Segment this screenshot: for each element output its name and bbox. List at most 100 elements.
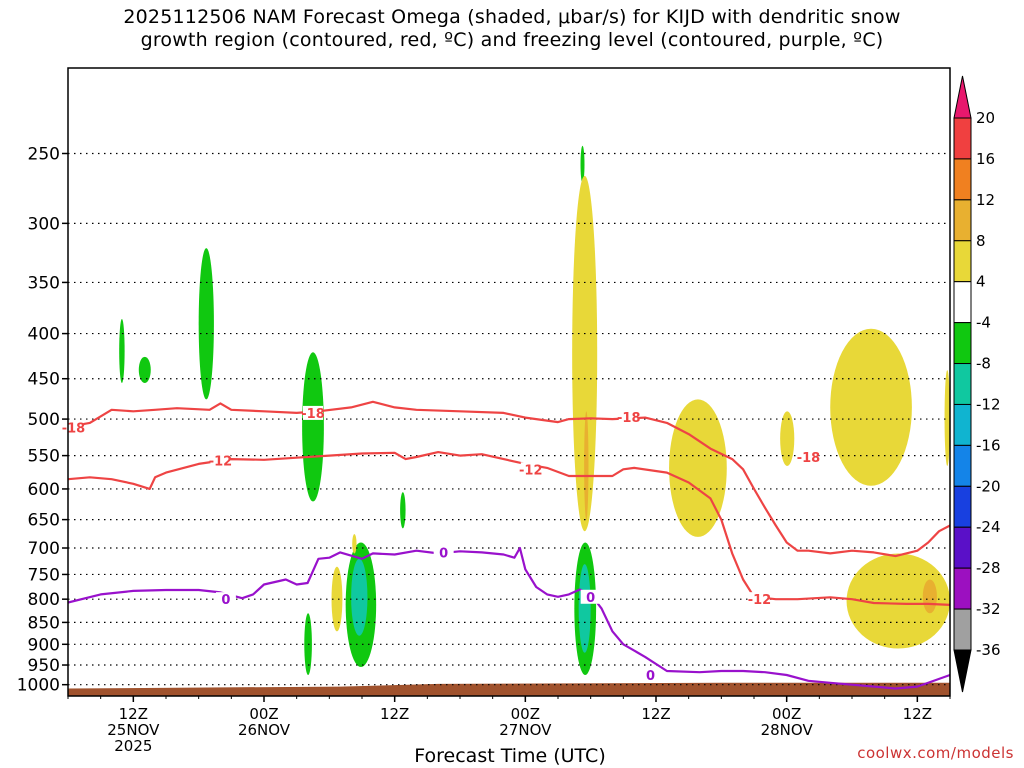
y-tick-label: 400 bbox=[28, 325, 60, 345]
colorbar-label: -28 bbox=[976, 559, 1001, 577]
colorbar-label: -32 bbox=[976, 600, 1001, 618]
y-tick-label: 450 bbox=[28, 370, 60, 390]
contour-label-bg bbox=[210, 453, 231, 468]
colorbar-box bbox=[953, 240, 972, 283]
omega-region bbox=[400, 492, 406, 529]
omega-region bbox=[331, 566, 343, 632]
contour-label: -18 bbox=[797, 451, 821, 466]
contour-label: -12 bbox=[209, 454, 233, 469]
colorbar-top-arrow bbox=[953, 75, 972, 119]
contour-label: 0 bbox=[646, 669, 655, 684]
colorbar-label: -20 bbox=[976, 477, 1001, 495]
x-tick-label: 12Z bbox=[380, 705, 409, 723]
x-tick-label: 2025 bbox=[114, 737, 152, 755]
site-credit: coolwx.com/models bbox=[857, 744, 1014, 762]
colorbar-label: -36 bbox=[976, 641, 1001, 659]
x-tick-label: 00Z bbox=[772, 705, 801, 723]
colorbar-box bbox=[953, 526, 972, 569]
colorbar-box bbox=[953, 281, 972, 324]
chart-title-line1: 2025112506 NAM Forecast Omega (shaded, μ… bbox=[123, 6, 901, 28]
omega-region bbox=[351, 558, 368, 636]
contour-label-bg bbox=[580, 589, 601, 604]
x-tick-label: 12Z bbox=[903, 705, 932, 723]
x-tick-label: 25NOV bbox=[107, 721, 160, 739]
y-tick-label: 700 bbox=[28, 539, 60, 559]
contour-label: -12 bbox=[748, 593, 772, 608]
colorbar-label: 20 bbox=[976, 109, 995, 127]
colorbar-box bbox=[953, 158, 972, 201]
omega-region bbox=[830, 328, 912, 486]
x-axis-label: Forecast Time (UTC) bbox=[414, 745, 606, 767]
omega-region bbox=[846, 553, 950, 649]
omega-region bbox=[580, 145, 585, 183]
x-tick-label: 00Z bbox=[249, 705, 278, 723]
y-tick-label: 800 bbox=[28, 590, 60, 610]
omega-region bbox=[198, 248, 214, 400]
contour-label-bg bbox=[303, 405, 323, 420]
colorbar-box bbox=[953, 567, 972, 610]
contour-label-bg bbox=[618, 409, 639, 424]
colorbar-label: 4 bbox=[976, 273, 986, 291]
omega-region bbox=[944, 370, 950, 466]
x-tick-label: 26NOV bbox=[238, 721, 291, 739]
colorbar-box bbox=[953, 485, 972, 528]
contour-label: -12 bbox=[519, 463, 543, 478]
colorbar-label: -12 bbox=[976, 395, 1001, 413]
contour-label-bg bbox=[433, 545, 454, 560]
x-tick-label: 12Z bbox=[641, 705, 670, 723]
contour-line bbox=[68, 400, 950, 558]
axes: 2503003504004505005506006507007508008509… bbox=[17, 67, 951, 755]
y-tick-label: 250 bbox=[28, 144, 60, 164]
plot-background bbox=[68, 68, 950, 696]
ground-fill bbox=[68, 682, 950, 696]
omega-region bbox=[780, 411, 795, 466]
omega-region bbox=[302, 352, 324, 502]
omega-region bbox=[578, 564, 591, 653]
x-tick-label: 00Z bbox=[511, 705, 540, 723]
contour-label: -18 bbox=[301, 407, 325, 422]
colorbar-bottom-arrow bbox=[953, 649, 972, 693]
colorbar-label: 12 bbox=[976, 191, 995, 209]
colorbar-box bbox=[953, 199, 972, 242]
colorbar-box bbox=[953, 403, 972, 446]
contour-label: 0 bbox=[439, 546, 448, 561]
plot-frame bbox=[67, 67, 951, 697]
colorbar: 20 16 12 8 4 -4 -8 -12 -16 -20 -24 -28 -32 -36 bbox=[953, 75, 1001, 693]
y-tick-label: 350 bbox=[28, 273, 60, 293]
contour-label-bg bbox=[520, 462, 541, 477]
contour-label: 0 bbox=[586, 591, 595, 606]
x-tick-label: 27NOV bbox=[499, 721, 552, 739]
plot-area bbox=[68, 68, 950, 696]
colorbar-label: -24 bbox=[976, 518, 1001, 536]
omega-region bbox=[352, 534, 357, 554]
colorbar-label: 16 bbox=[976, 150, 995, 168]
x-tick-label: 28NOV bbox=[761, 721, 814, 739]
y-tick-label: 500 bbox=[28, 410, 60, 430]
y-tick-label: 950 bbox=[28, 656, 60, 676]
contour-label: -18 bbox=[617, 411, 641, 426]
omega-shading bbox=[119, 145, 950, 675]
y-tick-label: 600 bbox=[28, 480, 60, 500]
x-tick-label: 12Z bbox=[119, 705, 148, 723]
colorbar-box bbox=[953, 322, 972, 365]
colorbar-label: -8 bbox=[976, 355, 991, 373]
contour-label-bg bbox=[215, 592, 236, 607]
y-tick-label: 1000 bbox=[17, 676, 60, 696]
colorbar-box bbox=[953, 363, 972, 405]
colorbar-label: 8 bbox=[976, 232, 986, 250]
omega-region bbox=[669, 399, 727, 537]
omega-region bbox=[572, 175, 598, 532]
contour-label-bg bbox=[798, 449, 819, 464]
contour-label: -18 bbox=[62, 421, 86, 436]
omega-region bbox=[584, 411, 589, 520]
contour-label: 0 bbox=[221, 593, 230, 608]
colorbar-box bbox=[953, 444, 972, 487]
y-tick-label: 550 bbox=[28, 447, 60, 467]
colorbar-label: -4 bbox=[976, 314, 991, 332]
colorbar-box bbox=[953, 117, 972, 160]
omega-region bbox=[138, 356, 151, 383]
omega-region bbox=[922, 579, 937, 614]
chart-title: 2025112506 NAM Forecast Omega (shaded, μ… bbox=[0, 6, 1024, 52]
y-tick-label: 650 bbox=[28, 511, 60, 531]
